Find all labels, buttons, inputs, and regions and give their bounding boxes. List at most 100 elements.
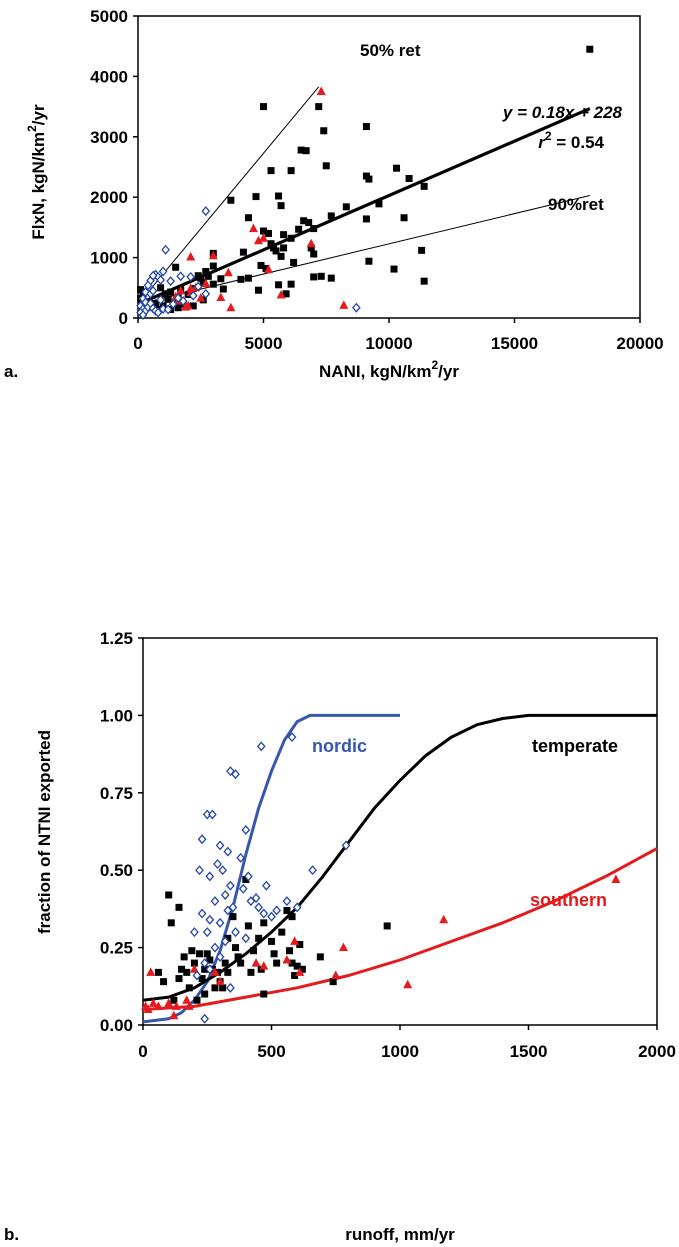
y-tick-label-a: 3000 bbox=[90, 128, 128, 147]
data-point-diamond bbox=[156, 274, 165, 285]
data-point-triangle bbox=[210, 967, 220, 976]
data-point-diamond bbox=[202, 927, 212, 938]
data-point-square bbox=[252, 193, 260, 201]
data-point-triangle bbox=[282, 954, 292, 964]
y-tick-label-b: 1.00 bbox=[100, 706, 133, 725]
data-point-triangle bbox=[290, 936, 300, 945]
data-point-square bbox=[287, 167, 295, 175]
data-point-diamond bbox=[272, 905, 282, 916]
data-point-square bbox=[262, 264, 270, 272]
data-point-square bbox=[203, 950, 211, 958]
panel-label-b: b. bbox=[4, 1225, 19, 1244]
data-point-square bbox=[265, 229, 273, 237]
data-point-square bbox=[137, 286, 145, 294]
data-point-diamond bbox=[205, 914, 215, 925]
x-axis-title-a-sup: 2 bbox=[431, 358, 438, 372]
data-point-square bbox=[315, 103, 323, 111]
data-point-diamond bbox=[178, 296, 188, 307]
data-point-square bbox=[275, 192, 283, 200]
data-point-square bbox=[201, 990, 209, 998]
data-point-diamond bbox=[231, 769, 240, 780]
data-point-square bbox=[164, 295, 172, 303]
x-tick-label-a: 0 bbox=[133, 334, 142, 353]
data-point-square bbox=[297, 146, 305, 154]
y-tick-label-b: 1.25 bbox=[100, 629, 133, 648]
data-point-square bbox=[267, 240, 275, 248]
data-point-diamond bbox=[161, 244, 170, 255]
data-point-square bbox=[202, 267, 210, 275]
data-point-square bbox=[154, 968, 162, 976]
data-point-diamond bbox=[282, 896, 292, 907]
data-point-diamond bbox=[193, 281, 203, 292]
data-point-square bbox=[224, 968, 232, 976]
data-point-diamond bbox=[341, 840, 351, 851]
y-tick-label-a: 2000 bbox=[90, 188, 128, 207]
data-point-diamond bbox=[218, 865, 228, 876]
data-point-diamond bbox=[190, 927, 199, 938]
y-tick-label-a: 4000 bbox=[90, 67, 128, 86]
y-tick-label-a: 1000 bbox=[90, 249, 128, 268]
data-point-diamond bbox=[188, 290, 198, 301]
data-point-triangle bbox=[253, 235, 263, 245]
data-point-triangle bbox=[403, 979, 413, 989]
data-point-square bbox=[405, 174, 413, 182]
data-point-diamond bbox=[143, 280, 153, 291]
regression-equation: y = 0.18x + 228 bbox=[502, 103, 623, 122]
data-point-triangle bbox=[226, 302, 236, 312]
data-point-diamond bbox=[210, 896, 220, 907]
data-point-diamond bbox=[158, 303, 168, 314]
x-tick-label-a: 10000 bbox=[365, 334, 412, 353]
data-point-square bbox=[209, 280, 217, 288]
data-point-square bbox=[288, 913, 296, 921]
x-axis-title-a-main: NANI, kgN/km bbox=[319, 362, 431, 381]
data-point-triangle bbox=[339, 300, 349, 309]
data-point-diamond bbox=[238, 883, 248, 894]
y-tick-label-a: 0 bbox=[119, 309, 128, 328]
data-point-diamond bbox=[195, 865, 204, 876]
data-point-diamond bbox=[308, 865, 317, 876]
data-point-square bbox=[250, 947, 258, 955]
line-50-ret bbox=[137, 86, 320, 305]
data-point-diamond bbox=[197, 834, 207, 845]
data-point-triangle bbox=[216, 292, 226, 301]
y-tick-label-b: 0.25 bbox=[100, 939, 133, 958]
data-point-triangle bbox=[176, 285, 186, 295]
data-point-square bbox=[244, 922, 252, 930]
x-tick-label-a: 15000 bbox=[491, 334, 538, 353]
data-point-triangle bbox=[264, 264, 274, 274]
data-point-triangle bbox=[251, 958, 261, 967]
data-point-square bbox=[365, 257, 373, 265]
data-point-square bbox=[229, 913, 237, 921]
data-point-triangle bbox=[331, 970, 341, 979]
data-point-triangle bbox=[201, 278, 211, 288]
data-point-square bbox=[287, 280, 295, 288]
data-point-diamond bbox=[267, 911, 276, 922]
data-point-square bbox=[204, 272, 212, 280]
annotation-90-ret: 90%ret bbox=[548, 195, 604, 214]
data-point-triangle bbox=[439, 914, 449, 924]
x-tick-label-b: 1500 bbox=[510, 1042, 548, 1061]
y-axis-title-a: FlxN, kgN/km2/yr bbox=[25, 104, 48, 240]
data-point-diamond bbox=[215, 917, 225, 928]
data-point-square bbox=[199, 278, 207, 286]
data-point-diamond bbox=[215, 951, 225, 962]
data-point-square bbox=[329, 978, 337, 986]
x-tick-label-a: 5000 bbox=[245, 334, 283, 353]
data-point-square bbox=[298, 965, 306, 973]
data-point-square bbox=[362, 215, 370, 223]
data-point-diamond bbox=[223, 846, 233, 857]
data-point-square bbox=[242, 875, 250, 883]
data-point-diamond bbox=[213, 859, 222, 869]
data-point-square bbox=[193, 996, 201, 1004]
data-point-square bbox=[342, 203, 350, 211]
data-point-square bbox=[219, 984, 227, 992]
data-point-triangle bbox=[164, 998, 174, 1007]
annotation-50-ret: 50% ret bbox=[360, 41, 421, 60]
curve-southern bbox=[142, 847, 658, 1011]
y-tick-label-b: 0.00 bbox=[100, 1016, 133, 1035]
data-point-square bbox=[362, 123, 370, 131]
data-point-diamond bbox=[244, 871, 253, 882]
data-point-square bbox=[586, 45, 594, 53]
data-point-square bbox=[162, 290, 170, 298]
data-point-diamond bbox=[148, 270, 158, 281]
